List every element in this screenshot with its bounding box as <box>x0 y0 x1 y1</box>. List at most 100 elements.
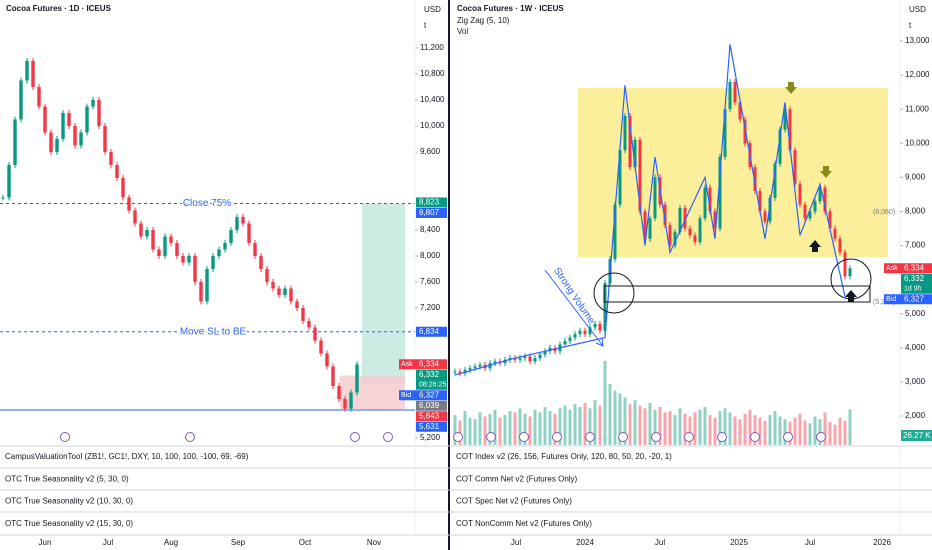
volume-bar <box>758 417 762 445</box>
y-tick-label: 8,400 <box>420 225 441 234</box>
price-tag <box>416 359 447 370</box>
candle-body <box>583 330 587 335</box>
candle-body <box>151 229 155 250</box>
candle-body <box>79 132 83 146</box>
volume-bar <box>713 417 717 445</box>
candle-body <box>175 242 179 256</box>
candle-body <box>758 191 762 212</box>
volume-bar <box>828 421 832 445</box>
event-icon <box>453 432 463 442</box>
volume-bar <box>543 407 547 445</box>
volume-tag-label: 26.27 K <box>903 431 931 440</box>
candle-body <box>259 255 263 269</box>
candle-body <box>848 268 852 277</box>
y-tick-label: 8,000 <box>420 251 441 260</box>
currency: USD <box>909 5 926 14</box>
volume-bar <box>838 417 842 445</box>
volume-bar <box>628 404 632 445</box>
candle-body <box>573 334 577 338</box>
marker-up <box>809 240 821 252</box>
price-tag <box>901 263 932 274</box>
price-tag <box>416 326 447 337</box>
x-tick-label: 2025 <box>730 538 748 547</box>
candle-body <box>638 139 642 212</box>
price-tag-label: 6,334 <box>904 263 925 272</box>
volume-bar <box>608 383 612 445</box>
candle-body <box>43 106 47 133</box>
price-tag-sub: 08:26:25 <box>419 382 446 389</box>
volume-bar <box>658 407 662 445</box>
price-tag-sub: 1d 9h <box>904 286 922 293</box>
volume-bar <box>613 390 617 445</box>
volume-bar <box>488 413 492 445</box>
event-icon <box>486 432 496 442</box>
candle-body <box>763 211 767 222</box>
volume-bar <box>723 408 727 445</box>
x-tick-label: 2024 <box>576 538 594 547</box>
y-tick-label: 3,000 <box>905 377 926 386</box>
price-tag-label: 6,327 <box>419 390 440 399</box>
event-icon <box>585 432 595 442</box>
candle-body <box>127 197 131 211</box>
candle-body <box>91 99 95 107</box>
volume-bar <box>663 412 667 445</box>
candle-body <box>241 216 245 224</box>
volume-bar <box>718 411 722 445</box>
event-icon <box>783 432 793 442</box>
volume-bar <box>533 409 537 445</box>
price-tag-label: 6,327 <box>904 294 925 303</box>
candle-body <box>25 60 29 81</box>
volume-bar <box>833 424 837 445</box>
candle-body <box>568 337 572 341</box>
volume-bar <box>753 415 757 445</box>
volume-bar <box>653 409 657 445</box>
indicator-pane-title: COT Comm Net v2 (Futures Only) <box>456 474 578 483</box>
volume-bar <box>683 413 687 445</box>
price-tag-prefix-bg <box>884 294 901 305</box>
y-tick-label: 11,200 <box>420 43 444 52</box>
event-icon <box>717 432 727 442</box>
candle-body <box>169 236 173 243</box>
candle-body <box>833 228 837 239</box>
candle-body <box>778 129 782 164</box>
candle-body <box>67 112 71 126</box>
price-tag-label: 6,332 <box>419 370 440 379</box>
volume-bar <box>638 405 642 445</box>
candle-body <box>331 366 335 386</box>
candle-body <box>563 340 567 345</box>
candle-body <box>109 151 113 165</box>
volume-bar <box>553 413 557 445</box>
candle-body <box>738 102 742 120</box>
candle-body <box>277 288 281 295</box>
candle-body <box>688 228 692 236</box>
candle-body <box>139 223 143 237</box>
candle-body <box>733 81 737 103</box>
volume-bar <box>593 400 597 445</box>
price-tag <box>416 411 447 422</box>
volume-tag <box>901 430 932 441</box>
y-tick-label: 5,200 <box>420 433 441 442</box>
candle-body <box>55 138 59 152</box>
x-tick-label: Jul <box>655 538 665 547</box>
event-icon <box>60 432 70 442</box>
target-zone <box>362 203 405 384</box>
candle-body <box>61 112 65 139</box>
volume-bar <box>528 416 532 445</box>
volume-bar <box>618 393 622 445</box>
candle-body <box>578 330 582 335</box>
volume-bar <box>703 407 707 445</box>
price-tag-label: 6,332 <box>904 274 925 283</box>
candle-body <box>181 255 185 263</box>
candle-body <box>265 268 269 282</box>
volume-bar <box>688 416 692 445</box>
candle-body <box>271 281 275 289</box>
volume-bar <box>473 419 477 445</box>
y-tick-label: 10,000 <box>420 121 445 130</box>
y-tick-label: 11,000 <box>905 104 929 113</box>
candle-body <box>319 340 323 354</box>
candle-body <box>37 86 41 107</box>
candle-body <box>793 150 797 185</box>
indicator-pane-title: COT Spec Net v2 (Futures Only) <box>456 497 572 506</box>
candle-body <box>703 187 707 219</box>
candle-body <box>468 368 472 370</box>
